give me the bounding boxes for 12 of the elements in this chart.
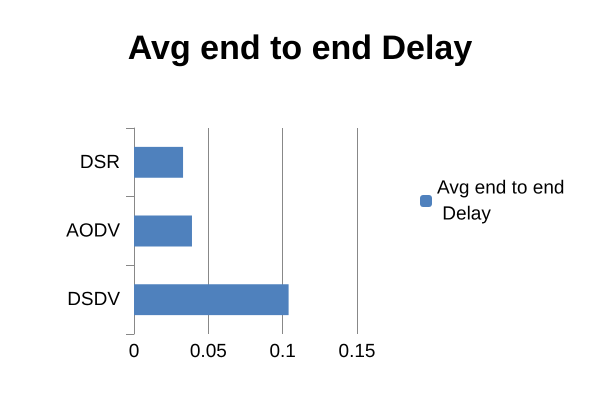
y-tick-label: AODV <box>66 220 120 242</box>
bar <box>134 146 184 178</box>
x-tick-label: 0.15 <box>338 341 376 362</box>
x-tick-label: 0 <box>128 341 140 362</box>
y-tick-label: DSDV <box>67 289 120 310</box>
x-tick-label: 0.05 <box>190 341 227 362</box>
bar <box>134 216 192 246</box>
y-tick-label: DSR <box>80 152 120 173</box>
x-tick-label: 0.1 <box>269 341 296 362</box>
legend-label: Avg end to end Delay <box>437 178 564 224</box>
chart-title: Avg end to end Delay <box>128 29 472 67</box>
bar <box>134 284 289 316</box>
